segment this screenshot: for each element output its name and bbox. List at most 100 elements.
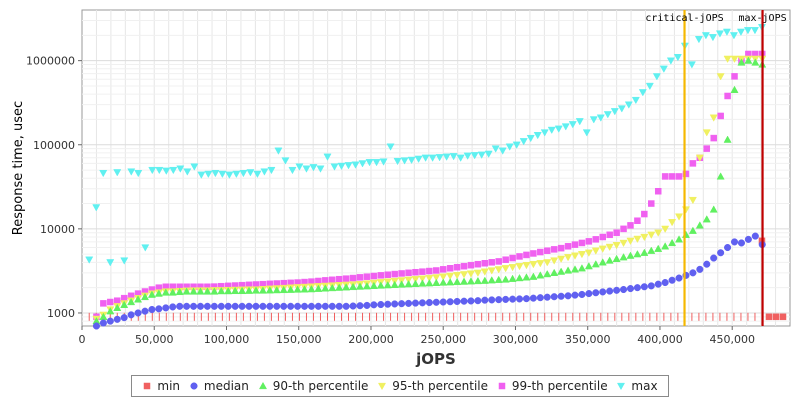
x-tick-label: 50,000 bbox=[135, 333, 174, 346]
point-max bbox=[176, 165, 185, 173]
point-median bbox=[592, 289, 600, 297]
point-median bbox=[606, 287, 614, 295]
point-90-th-percentile bbox=[466, 277, 475, 285]
point-95-th-percentile bbox=[570, 252, 580, 260]
point-max bbox=[568, 121, 577, 129]
point-95-th-percentile bbox=[411, 276, 420, 284]
gridlines bbox=[82, 10, 790, 326]
series-99-th-percentile bbox=[93, 50, 766, 321]
point-median bbox=[453, 297, 461, 306]
point-99-th-percentile bbox=[335, 275, 343, 283]
legend-swatch bbox=[190, 382, 198, 390]
point-95-th-percentile bbox=[425, 274, 434, 283]
point-median bbox=[162, 304, 170, 312]
point-90-th-percentile bbox=[196, 287, 205, 295]
point-99-th-percentile bbox=[349, 274, 357, 282]
point-95-th-percentile bbox=[633, 235, 642, 244]
point-max bbox=[512, 141, 521, 149]
series-90-th-percentile bbox=[92, 56, 767, 325]
point-90-th-percentile bbox=[522, 273, 531, 281]
point-95-th-percentile bbox=[702, 129, 711, 137]
point-99-th-percentile bbox=[523, 251, 530, 259]
point-90-th-percentile bbox=[404, 280, 413, 288]
x-tick-label: 450,000 bbox=[709, 333, 755, 346]
point-90-th-percentile bbox=[647, 246, 656, 254]
point-90-th-percentile bbox=[577, 264, 586, 272]
point-median bbox=[169, 303, 177, 311]
point-99-th-percentile bbox=[634, 217, 641, 224]
point-99-th-percentile bbox=[668, 173, 676, 180]
point-median bbox=[411, 299, 420, 307]
point-median bbox=[321, 302, 329, 310]
point-90-th-percentile bbox=[536, 271, 545, 279]
point-95-th-percentile bbox=[723, 55, 732, 63]
point-99-th-percentile bbox=[481, 260, 489, 267]
point-90-th-percentile bbox=[744, 56, 753, 64]
point-max bbox=[246, 169, 255, 177]
point-90-th-percentile bbox=[675, 235, 684, 243]
point-99-th-percentile bbox=[412, 268, 419, 276]
point-95-th-percentile bbox=[515, 263, 524, 271]
point-max bbox=[470, 152, 479, 160]
point-95-th-percentile bbox=[688, 196, 697, 205]
point-max bbox=[617, 105, 626, 113]
point-99-th-percentile bbox=[717, 112, 724, 120]
point-90-th-percentile bbox=[494, 275, 503, 283]
point-90-th-percentile bbox=[342, 283, 351, 291]
point-90-th-percentile bbox=[453, 277, 462, 286]
point-median bbox=[155, 305, 163, 313]
point-median bbox=[446, 298, 454, 306]
legend-swatch-shape bbox=[617, 382, 626, 391]
point-median bbox=[307, 302, 315, 310]
point-90-th-percentile bbox=[501, 275, 510, 283]
legend-swatch-shape bbox=[190, 382, 198, 390]
x-tick-label: 100,000 bbox=[204, 333, 250, 346]
legend-label: 99-th percentile bbox=[511, 379, 608, 393]
legend-item: max bbox=[616, 379, 658, 393]
point-95-th-percentile bbox=[612, 242, 621, 250]
point-99-th-percentile bbox=[398, 270, 405, 277]
x-tick-label: 0 bbox=[79, 333, 86, 346]
point-median bbox=[710, 254, 718, 262]
legend-swatch-shape bbox=[378, 382, 387, 391]
point-99-th-percentile bbox=[627, 222, 634, 229]
point-95-th-percentile bbox=[460, 271, 469, 279]
point-90-th-percentile bbox=[626, 251, 635, 259]
point-max bbox=[183, 168, 192, 176]
point-99-th-percentile bbox=[460, 262, 468, 270]
point-median bbox=[356, 302, 364, 310]
point-90-th-percentile bbox=[584, 262, 593, 270]
point-99-th-percentile bbox=[641, 210, 648, 218]
point-99-th-percentile bbox=[675, 173, 683, 180]
point-max bbox=[449, 153, 458, 161]
point-max bbox=[421, 154, 430, 162]
point-max bbox=[309, 164, 318, 172]
point-max bbox=[99, 169, 108, 178]
point-90-th-percentile bbox=[335, 283, 344, 291]
point-max bbox=[540, 129, 549, 137]
y-axis-ticks: 1000 10000 100000 1000000 bbox=[26, 55, 82, 320]
point-90-th-percentile bbox=[619, 253, 628, 261]
point-90-th-percentile bbox=[751, 58, 760, 66]
point-max bbox=[302, 165, 311, 173]
point-max bbox=[708, 34, 717, 42]
point-99-th-percentile bbox=[405, 269, 412, 277]
point-max bbox=[435, 154, 444, 162]
point-median bbox=[502, 295, 510, 303]
point-median bbox=[294, 302, 302, 310]
point-max bbox=[519, 138, 528, 146]
point-90-th-percentile bbox=[113, 303, 122, 311]
point-median bbox=[141, 307, 149, 315]
point-max bbox=[729, 32, 738, 40]
point-90-th-percentile bbox=[168, 288, 177, 296]
point-90-th-percentile bbox=[224, 286, 233, 295]
point-95-th-percentile bbox=[695, 154, 704, 162]
point-90-th-percentile bbox=[730, 85, 739, 93]
point-max bbox=[344, 162, 353, 170]
point-90-th-percentile bbox=[702, 215, 711, 223]
point-median bbox=[134, 309, 142, 317]
chart: 0 50,000 100,000 150,000 200,000 250,000 300,0… bbox=[11, 9, 791, 368]
point-max bbox=[190, 163, 199, 171]
point-max bbox=[491, 145, 500, 153]
point-90-th-percentile bbox=[175, 287, 184, 296]
